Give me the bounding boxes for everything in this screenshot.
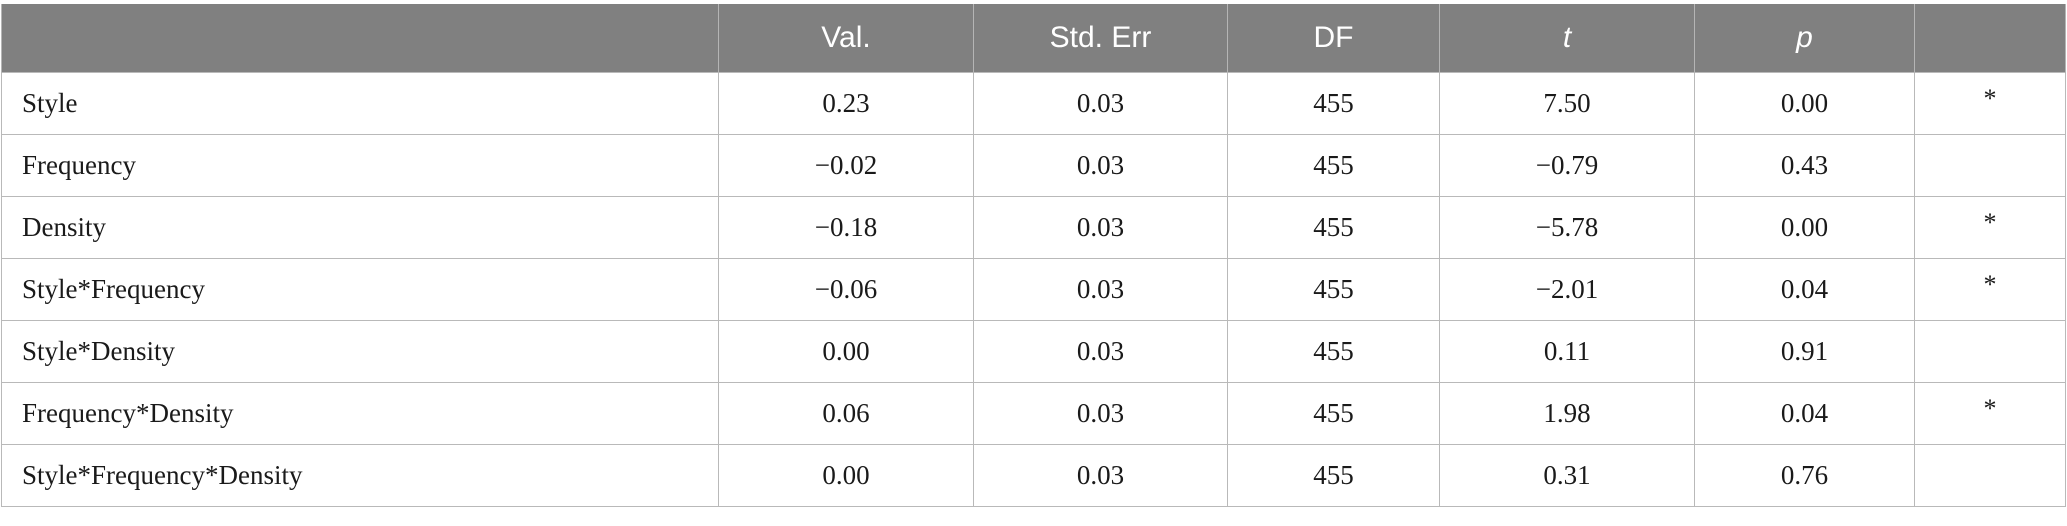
cell-std-err: 0.03 [973, 381, 1228, 445]
cell-df: 455 [1227, 133, 1440, 197]
row-term: Frequency [1, 133, 719, 197]
cell-df: 455 [1227, 257, 1440, 321]
header-row: Val. Std. Err DF t p [1, 4, 2066, 72]
cell-t: 0.31 [1439, 443, 1695, 507]
cell-std-err: 0.03 [973, 71, 1228, 135]
table-row: Style*Frequency −0.06 0.03 455 −2.01 0.0… [1, 257, 2066, 321]
cell-df: 455 [1227, 195, 1440, 259]
cell-df: 455 [1227, 71, 1440, 135]
cell-val: −0.18 [718, 195, 974, 259]
cell-p: 0.00 [1694, 71, 1915, 135]
cell-p: 0.00 [1694, 195, 1915, 259]
header-std-err: Std. Err [973, 4, 1228, 72]
cell-df: 455 [1227, 319, 1440, 383]
header-p: p [1694, 4, 1915, 72]
cell-p: 0.76 [1694, 443, 1915, 507]
cell-p: 0.91 [1694, 319, 1915, 383]
table-row: Style 0.23 0.03 455 7.50 0.00 * [1, 71, 2066, 135]
header-df: DF [1227, 4, 1440, 72]
cell-val: 0.00 [718, 319, 974, 383]
cell-significance [1914, 133, 2066, 197]
row-term: Frequency*Density [1, 381, 719, 445]
header-significance [1914, 4, 2066, 72]
cell-std-err: 0.03 [973, 443, 1228, 507]
table-row: Style*Density 0.00 0.03 455 0.11 0.91 [1, 319, 2066, 383]
cell-df: 455 [1227, 381, 1440, 445]
cell-t: 7.50 [1439, 71, 1695, 135]
cell-t: −0.79 [1439, 133, 1695, 197]
table-header: Val. Std. Err DF t p [1, 4, 2066, 72]
cell-significance [1914, 319, 2066, 383]
cell-t: 1.98 [1439, 381, 1695, 445]
cell-std-err: 0.03 [973, 257, 1228, 321]
cell-std-err: 0.03 [973, 133, 1228, 197]
cell-significance: * [1914, 381, 2066, 445]
table-row: Density −0.18 0.03 455 −5.78 0.00 * [1, 195, 2066, 259]
cell-significance [1914, 443, 2066, 507]
cell-significance: * [1914, 195, 2066, 259]
row-term: Style*Density [1, 319, 719, 383]
cell-significance: * [1914, 257, 2066, 321]
header-t: t [1439, 4, 1695, 72]
table-body: Style 0.23 0.03 455 7.50 0.00 * Frequenc… [1, 71, 2066, 507]
cell-val: 0.00 [718, 443, 974, 507]
row-term: Style [1, 71, 719, 135]
cell-val: −0.06 [718, 257, 974, 321]
cell-val: −0.02 [718, 133, 974, 197]
cell-p: 0.04 [1694, 381, 1915, 445]
regression-results-table: Val. Std. Err DF t p Style 0.23 0.03 455… [1, 4, 2066, 507]
cell-t: 0.11 [1439, 319, 1695, 383]
row-term: Style*Frequency*Density [1, 443, 719, 507]
cell-std-err: 0.03 [973, 319, 1228, 383]
header-term [1, 4, 719, 72]
cell-significance: * [1914, 71, 2066, 135]
cell-p: 0.43 [1694, 133, 1915, 197]
row-term: Density [1, 195, 719, 259]
results-table-container: Val. Std. Err DF t p Style 0.23 0.03 455… [1, 4, 2066, 507]
table-row: Frequency −0.02 0.03 455 −0.79 0.43 [1, 133, 2066, 197]
cell-t: −2.01 [1439, 257, 1695, 321]
table-row: Style*Frequency*Density 0.00 0.03 455 0.… [1, 443, 2066, 507]
table-row: Frequency*Density 0.06 0.03 455 1.98 0.0… [1, 381, 2066, 445]
cell-df: 455 [1227, 443, 1440, 507]
cell-p: 0.04 [1694, 257, 1915, 321]
header-val: Val. [718, 4, 974, 72]
cell-t: −5.78 [1439, 195, 1695, 259]
cell-std-err: 0.03 [973, 195, 1228, 259]
cell-val: 0.06 [718, 381, 974, 445]
cell-val: 0.23 [718, 71, 974, 135]
row-term: Style*Frequency [1, 257, 719, 321]
